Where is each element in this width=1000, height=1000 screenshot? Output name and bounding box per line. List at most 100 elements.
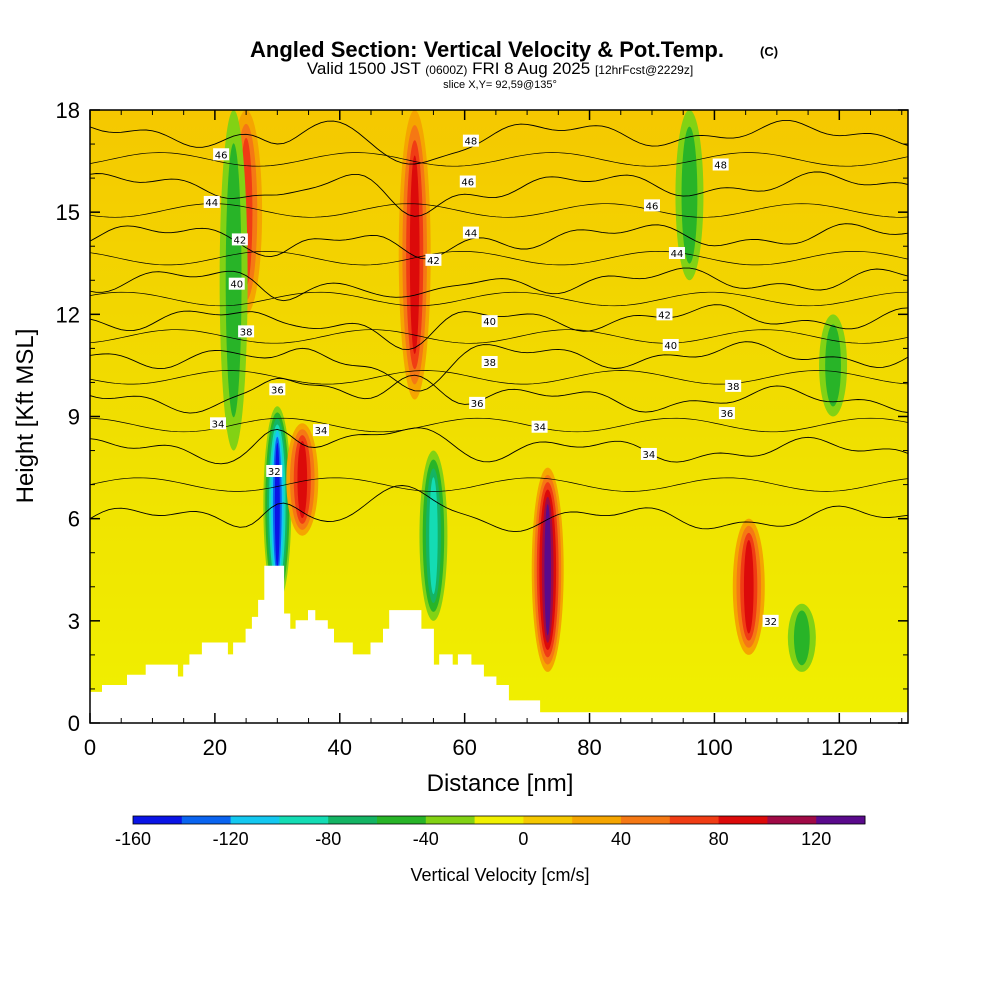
theta-contour-minor [90,329,908,344]
contour-label: 34 [642,450,655,461]
theta-contour-minor [90,203,908,218]
y-tick-label: 15 [56,200,80,225]
contour-label-bg [231,233,248,246]
contour-label-bg [662,338,679,351]
theta-contour-36 [90,374,908,414]
contour-label-bg [462,134,479,147]
colorbar-tick-label: 80 [709,829,729,849]
velocity-level [409,155,420,355]
contour-label-bg [462,226,479,239]
y-tick-label: 3 [68,609,80,634]
x-tick-label: 100 [696,735,733,760]
velocity-feature [531,467,564,672]
contour-label-bg [668,247,685,260]
colorbar-swatch [718,816,768,824]
contour-label: 42 [658,310,671,321]
theta-contour-minor [90,477,908,492]
y-tick-label: 9 [68,405,80,430]
contour-label: 42 [233,235,246,246]
contour-label-bg [725,379,742,392]
contour-label-bg [266,464,283,477]
contour-label-bg [640,447,657,460]
contour-label: 40 [483,317,496,328]
colorbar-swatch [230,816,280,824]
theta-contour-48 [90,119,908,165]
contour-label-bg [459,175,476,188]
colorbar-tick-label: 120 [801,829,831,849]
chart-title: Angled Section: Vertical Velocity & Pot.… [250,37,724,62]
contour-label: 32 [764,617,777,628]
colorbar-swatch [816,816,866,824]
contour-label-bg [481,356,498,369]
colorbar-swatch [767,816,817,824]
velocity-level [825,324,841,407]
velocity-field [219,110,848,672]
contour-label-bg [481,315,498,328]
theta-contour-labels: 32 32 34 34 34 34 36 36 36 38 38 38 40 40 40 42 42 42 44 44… [203,134,779,628]
colorbar-swatch [425,816,476,824]
contour-label-bg [425,253,442,266]
velocity-feature [263,406,292,604]
contour-label-bg [269,383,286,396]
contour-label-bg [762,614,779,627]
plot-area: 32 32 34 34 34 34 36 36 36 38 38 38 40 40 40 42 42 42 44 44… [90,110,908,723]
theta-contours [90,119,908,533]
contour-label-bg [469,396,486,409]
y-tick-label: 12 [56,302,80,327]
contour-label: 46 [646,201,659,212]
velocity-feature [286,423,319,536]
velocity-feature [819,314,848,417]
contour-label-bg [656,308,673,321]
contour-label: 44 [465,229,478,240]
contour-label: 34 [533,423,546,434]
contour-label: 48 [465,137,478,148]
contour-label-bg [238,325,255,338]
contour-label-bg [313,424,330,437]
theta-contour-34 [90,427,908,465]
theta-contour-minor [90,370,908,385]
velocity-feature [419,450,448,621]
contour-label-bg [643,199,660,212]
contour-label: 40 [230,280,243,291]
colorbar-title: Vertical Velocity [cm/s] [410,865,589,885]
contour-label-bg [203,195,220,208]
colorbar-frame [132,815,866,825]
contour-label: 46 [215,150,228,161]
x-tick-label: 20 [203,735,227,760]
contour-label: 44 [671,249,684,260]
terrain [90,565,908,723]
contour-label-bg [228,277,245,290]
contour-label: 44 [205,198,218,209]
colorbar-swatch [572,816,622,824]
contour-label: 34 [315,426,328,437]
x-axis-label: Distance [nm] [427,770,574,797]
velocity-level [544,504,552,636]
contour-label: 42 [427,256,440,267]
contour-label: 40 [664,341,677,352]
theta-contour-38 [90,341,908,392]
colorbar-swatch [474,816,524,824]
colorbar-swatch [621,816,671,824]
velocity-feature [398,110,431,400]
colorbar-swatch [669,816,720,824]
colorbar-swatch [279,816,329,824]
slice-label: slice X,Y= 92,59@135° [443,79,557,91]
colorbar-tick-label: 0 [518,829,528,849]
x-axis: 0 20 40 60 80 100 120 [84,110,903,760]
colorbar-tick-label: -120 [213,829,249,849]
subtitle-zulu: (0600Z) [425,63,467,77]
theta-contour-minor [90,250,908,266]
x-tick-label: 80 [577,735,601,760]
theta-contour-40 [90,304,908,351]
theta-contour-46 [90,171,908,217]
contour-label: 36 [271,385,284,396]
x-tick-label: 0 [84,735,96,760]
colorbar-swatch [377,816,427,824]
velocity-level [793,610,810,666]
theta-contour-minor [90,417,908,433]
x-tick-label: 60 [452,735,476,760]
contour-label-bg [213,148,230,161]
colorbar-tick-label: -160 [115,829,151,849]
